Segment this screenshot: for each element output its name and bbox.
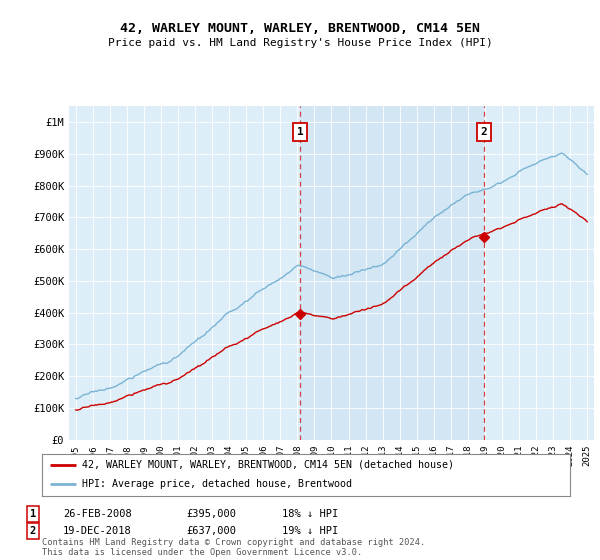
Text: £637,000: £637,000 [186, 526, 236, 536]
Text: 1: 1 [296, 127, 304, 137]
Text: 19% ↓ HPI: 19% ↓ HPI [282, 526, 338, 536]
Text: 2: 2 [30, 526, 36, 536]
Text: 26-FEB-2008: 26-FEB-2008 [63, 509, 132, 519]
Bar [300, 106, 484, 440]
Text: £395,000: £395,000 [186, 509, 236, 519]
Text: 19-DEC-2018: 19-DEC-2018 [63, 526, 132, 536]
Text: 18% ↓ HPI: 18% ↓ HPI [282, 509, 338, 519]
Text: 2: 2 [481, 127, 488, 137]
Text: 42, WARLEY MOUNT, WARLEY, BRENTWOOD, CM14 5EN (detached house): 42, WARLEY MOUNT, WARLEY, BRENTWOOD, CM1… [82, 460, 454, 470]
Text: Price paid vs. HM Land Registry's House Price Index (HPI): Price paid vs. HM Land Registry's House … [107, 38, 493, 48]
Text: 42, WARLEY MOUNT, WARLEY, BRENTWOOD, CM14 5EN: 42, WARLEY MOUNT, WARLEY, BRENTWOOD, CM1… [120, 22, 480, 35]
Text: HPI: Average price, detached house, Brentwood: HPI: Average price, detached house, Bren… [82, 479, 352, 489]
Text: Contains HM Land Registry data © Crown copyright and database right 2024.
This d: Contains HM Land Registry data © Crown c… [42, 538, 425, 557]
Text: 1: 1 [30, 509, 36, 519]
